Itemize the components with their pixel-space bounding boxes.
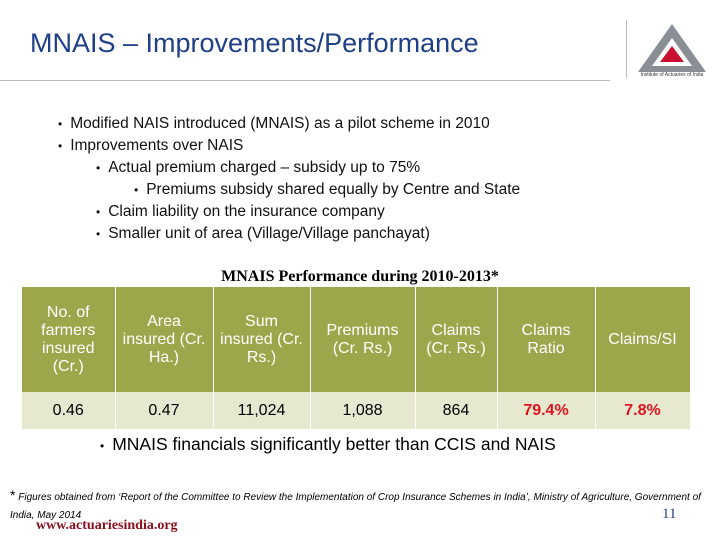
logo-text: Institute of Actuaries of India <box>640 72 704 78</box>
bullet-group: Actual premium charged – subsidy up to 7… <box>58 157 520 245</box>
column-header: Claims (Cr. Rs.) <box>415 287 498 392</box>
bullet-text: Modified NAIS introduced (MNAIS) as a pi… <box>70 115 490 132</box>
bullet-group: Modified NAIS introduced (MNAIS) as a pi… <box>58 113 520 245</box>
bullet: Modified NAIS introduced (MNAIS) as a pi… <box>58 113 520 135</box>
logo <box>638 24 706 72</box>
bullet-text: Smaller unit of area (Village/Village pa… <box>108 225 430 242</box>
cell: 1,088 <box>310 392 416 429</box>
summary-text: MNAIS financials significantly better th… <box>112 434 556 454</box>
cell: 0.47 <box>115 392 214 429</box>
bullet-list: Modified NAIS introduced (MNAIS) as a pi… <box>58 113 520 245</box>
cell: 7.8% <box>595 392 691 429</box>
cell: 79.4% <box>497 392 596 429</box>
column-header: Sum insured (Cr. Rs.) <box>213 287 311 392</box>
column-header: Area insured (Cr. Ha.) <box>115 287 214 392</box>
bullet-text: Actual premium charged – subsidy up to 7… <box>108 159 421 176</box>
logo-divider <box>626 20 627 78</box>
slide-title: MNAIS – Improvements/Performance <box>30 28 479 58</box>
bullet-text: Claim liability on the insurance company <box>108 203 385 220</box>
cell: 0.46 <box>22 392 116 429</box>
bullet: Actual premium charged – subsidy up to 7… <box>96 157 520 179</box>
column-header: Claims Ratio <box>497 287 596 392</box>
page-number: 11 <box>662 506 677 522</box>
header-row: No. of farmers insured (Cr.) Area insured… <box>22 287 691 392</box>
title-rule <box>0 80 610 81</box>
bullet-group: Premiums subsidy shared equally by Centr… <box>96 179 520 201</box>
bullet: Claim liability on the insurance company <box>96 201 520 223</box>
bullet: Improvements over NAIS <box>58 135 520 157</box>
footer-url: www.actuariesindia.org <box>36 518 178 533</box>
cell: 864 <box>415 392 498 429</box>
bullet-text: Premiums subsidy shared equally by Centr… <box>146 181 521 198</box>
footnote-text: Figures obtained from ‘Report of the Com… <box>10 492 701 521</box>
column-header: Claims/SI <box>595 287 691 392</box>
footnote-marker: * <box>10 487 16 503</box>
cell: 11,024 <box>213 392 311 429</box>
table-title: MNAIS Performance during 2010-2013* <box>221 268 499 285</box>
bullet-text: Improvements over NAIS <box>70 137 244 154</box>
footnote: * Figures obtained from ‘Report of the C… <box>10 486 710 525</box>
column-header: No. of farmers insured (Cr.) <box>22 287 116 392</box>
bullet: Smaller unit of area (Village/Village pa… <box>96 223 520 245</box>
data-row: 0.46 0.47 11,024 1,088 864 79.4% 7.8% <box>22 392 691 429</box>
bullet: Premiums subsidy shared equally by Centr… <box>134 179 520 201</box>
summary-bullet: MNAIS financials significantly better th… <box>100 434 556 455</box>
performance-table: No. of farmers insured (Cr.) Area insured… <box>22 287 691 429</box>
column-header: Premiums (Cr. Rs.) <box>310 287 416 392</box>
